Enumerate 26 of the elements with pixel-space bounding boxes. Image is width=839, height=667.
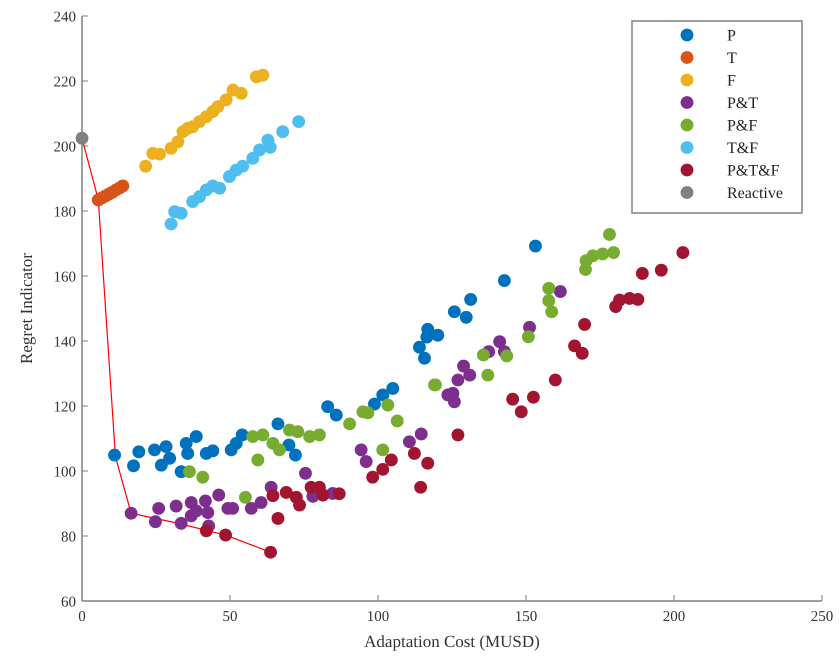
y-tick-label: 180 bbox=[54, 204, 76, 220]
y-tick-label: 200 bbox=[54, 139, 76, 156]
legend-label: F bbox=[727, 72, 736, 90]
legend-label: P bbox=[727, 28, 736, 45]
y-tick-label: 60 bbox=[61, 594, 76, 610]
x-tick-label: 200 bbox=[662, 609, 686, 625]
x-tick-label: 50 bbox=[222, 609, 238, 625]
x-tick-label: 250 bbox=[810, 609, 834, 625]
legend-label: T bbox=[727, 50, 737, 68]
x-tick-label: 100 bbox=[366, 609, 390, 625]
x-axis-title: Adaptation Cost (MUSD) bbox=[364, 632, 540, 651]
x-tick-label: 0 bbox=[78, 609, 86, 625]
y-tick-label: 100 bbox=[54, 464, 76, 480]
y-tick-label: 240 bbox=[54, 9, 76, 26]
legend-label: Reactive bbox=[727, 185, 783, 202]
y-tick-label: 220 bbox=[54, 74, 76, 90]
legend-label: P&T&F bbox=[727, 162, 780, 180]
legend-label: T&F bbox=[727, 140, 758, 158]
x-tick-label: 150 bbox=[514, 609, 538, 625]
legend-label: P&T bbox=[727, 95, 758, 112]
y-tick-label: 120 bbox=[54, 399, 76, 416]
legend-label: P&F bbox=[727, 118, 758, 135]
y-tick-label: 80 bbox=[61, 529, 76, 546]
y-tick-label: 140 bbox=[54, 334, 76, 350]
y-tick-label: 160 bbox=[54, 269, 76, 286]
y-axis-title: Regret Indicator bbox=[17, 252, 36, 364]
